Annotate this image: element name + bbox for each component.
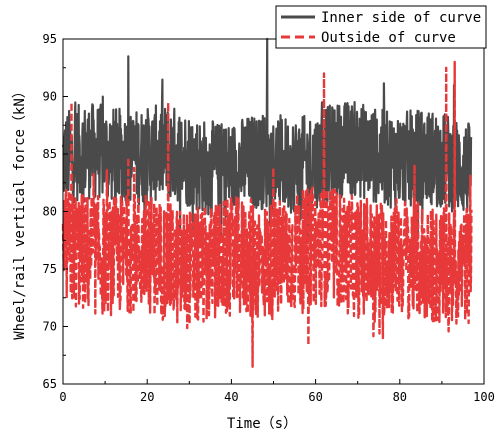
x-tick-label: 40: [224, 390, 238, 404]
y-tick-label: 90: [43, 90, 57, 104]
legend-label-outer: Outside of curve: [321, 30, 456, 46]
x-tick-label: 20: [140, 390, 154, 404]
legend-box: [275, 5, 487, 49]
y-tick-label: 65: [43, 377, 57, 391]
y-tick-label: 85: [43, 147, 57, 161]
y-tick-label: 70: [43, 320, 57, 334]
y-tick-label: 80: [43, 205, 57, 219]
y-tick-label: 95: [43, 32, 57, 46]
series-layer: [61, 37, 473, 368]
y-tick-label: 75: [43, 262, 57, 276]
legend-label-inner: Inner side of curve: [321, 10, 481, 26]
legend: Inner side of curve Outside of curve: [275, 5, 487, 49]
x-tick-label: 80: [393, 390, 407, 404]
x-tick-label: 0: [59, 390, 66, 404]
x-axis-label: Time（s）: [227, 416, 297, 432]
x-tick-label: 100: [473, 390, 495, 404]
y-axis-label: Wheel/rail vertical force（kN）: [12, 84, 28, 340]
x-tick-label: 60: [308, 390, 322, 404]
series-line-outer: [61, 60, 473, 368]
axes-layer: 0 20 40 60 80 100 65 70 75 80 85 90 95: [43, 32, 495, 404]
